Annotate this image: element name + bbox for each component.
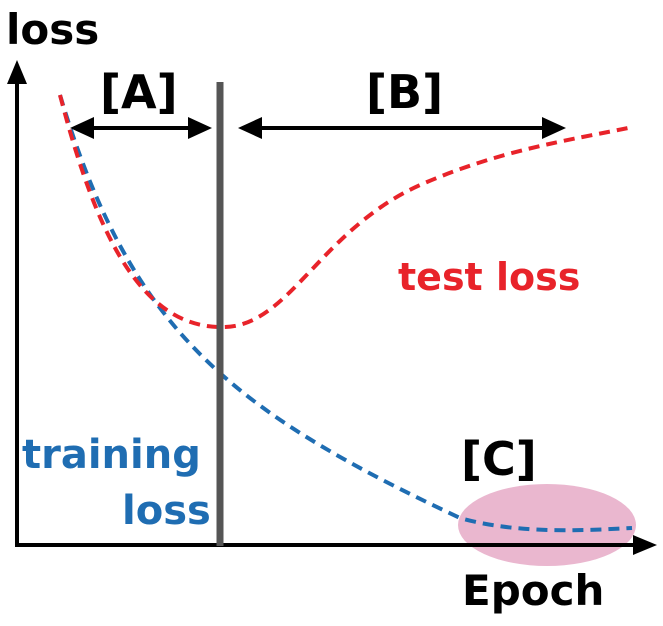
training-loss-label-line1: training — [22, 432, 201, 478]
x-axis-label: Epoch — [462, 566, 604, 615]
region-a-arrowhead-left — [70, 117, 94, 139]
x-axis-arrowhead — [633, 535, 657, 555]
y-axis-label: loss — [6, 5, 99, 54]
region-b-label: [B] — [366, 65, 443, 119]
training-loss-curve — [58, 94, 633, 533]
region-a-label: [A] — [100, 65, 178, 119]
training-loss-label-line2: loss — [122, 488, 211, 534]
region-b-arrowhead-right — [542, 117, 566, 139]
test-loss-curve — [58, 94, 629, 330]
y-axis-arrowhead — [7, 60, 27, 84]
region-a-arrowhead-right — [188, 117, 212, 139]
region-b-arrowhead-left — [238, 117, 262, 139]
region-c-label: [C] — [461, 432, 537, 486]
test-loss-label: test loss — [398, 255, 580, 299]
